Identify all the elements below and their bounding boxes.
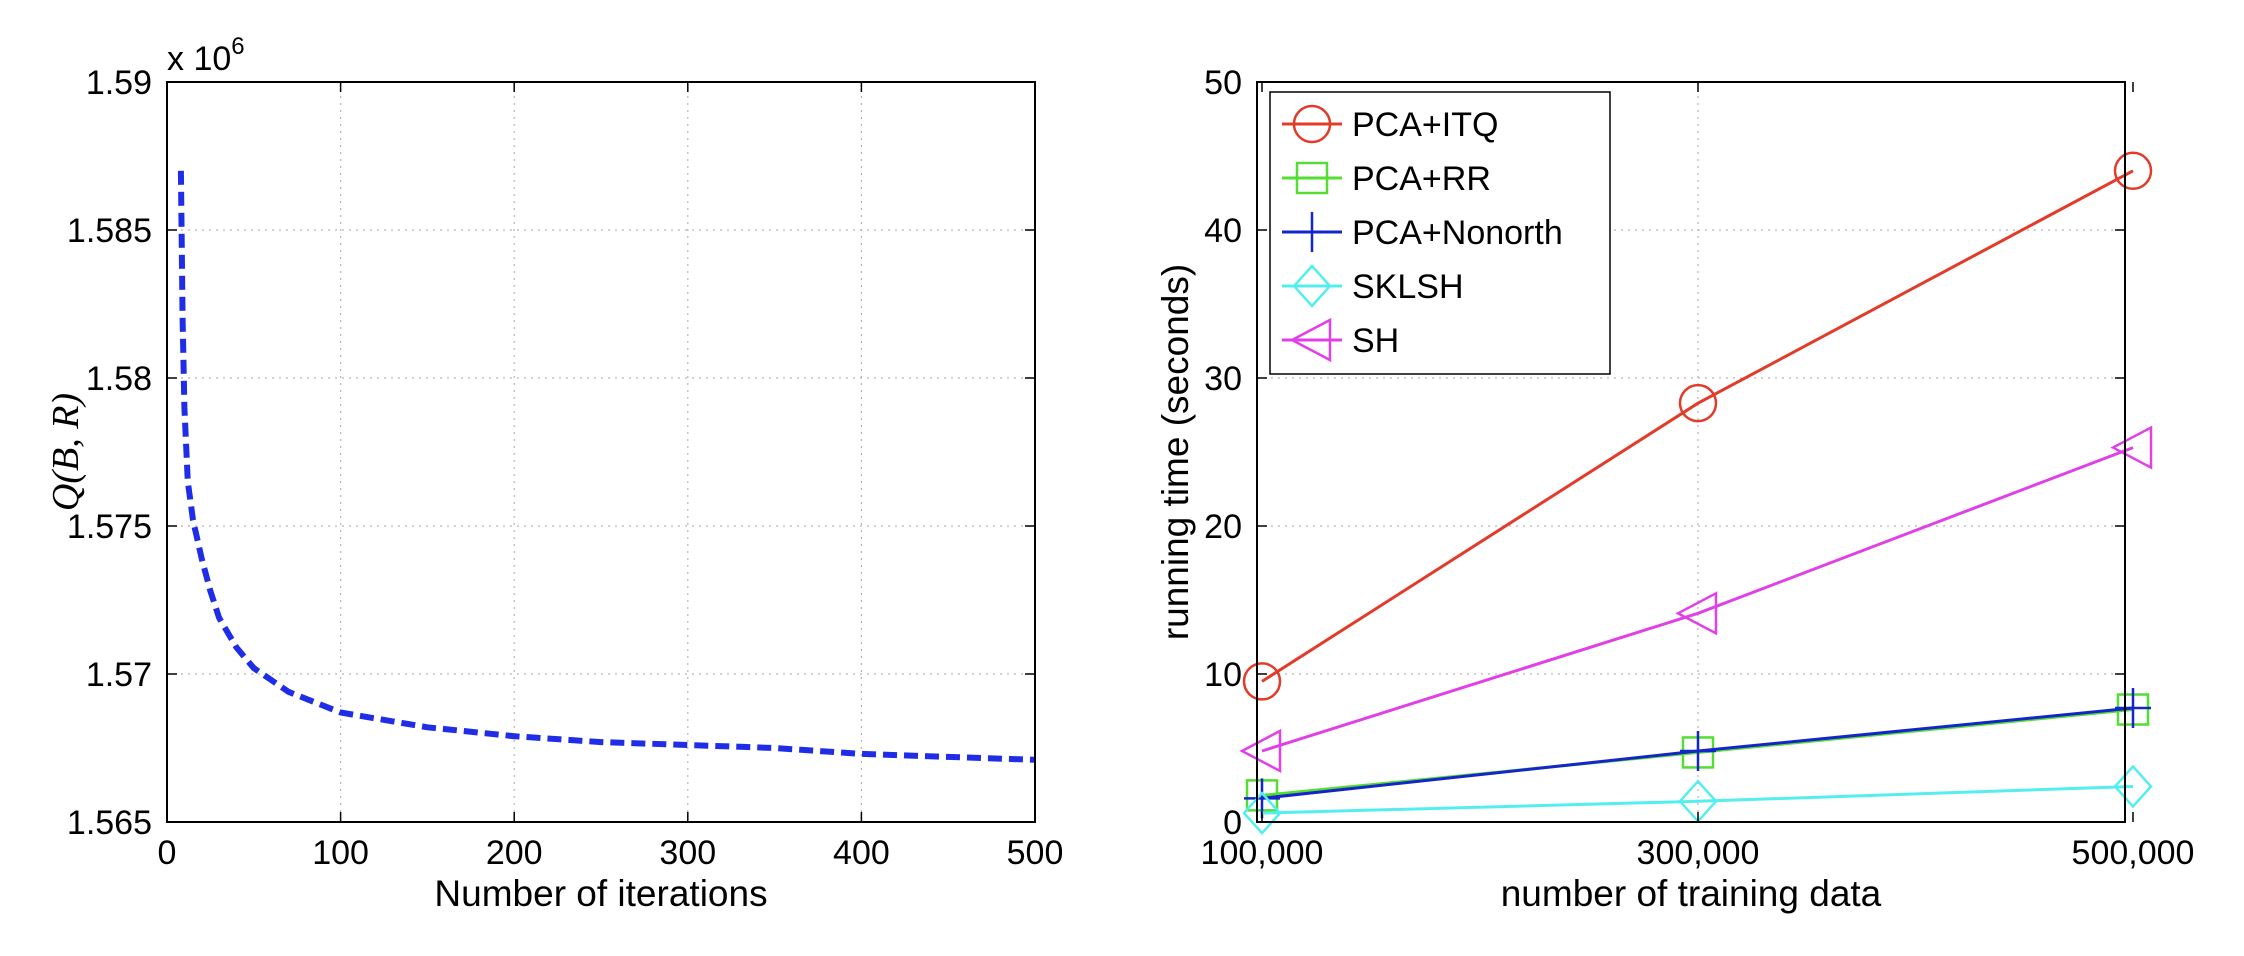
y-tick-label: 1.585 [67,212,152,250]
x-tick-label: 200 [486,834,543,872]
plot-frame [166,81,1036,823]
y-tick-label: 1.58 [86,360,152,398]
series-line-sh [1261,446,2134,753]
legend-label: PCA+RR [1352,160,1491,198]
series-sklsh [1242,764,2153,835]
x-tick-label: 500 [1007,834,1064,872]
data-point-sklsh [1242,791,1282,835]
legend-box [1269,91,1611,375]
y-tick-label: 10 [1204,656,1242,694]
objective-curve [177,170,1036,763]
y-axis-label: running time (seconds) [1155,264,1196,640]
data-point-pca-nonorth [2115,688,2151,729]
x-tick-label: 0 [158,834,177,872]
grid-lines [167,82,1035,822]
legend-marker-pca-rr [1295,161,1329,195]
legend-label: SH [1352,322,1399,360]
data-point-sh [1675,591,1718,636]
exponent-power: 6 [231,33,244,60]
series-line-sklsh [1261,785,2134,815]
legend-marker-sh [1289,317,1332,363]
legend-label: SKLSH [1352,268,1464,306]
data-series [177,170,1036,763]
data-point-sh [2110,425,2153,470]
data-point-sklsh [2113,764,2153,809]
series-pca-itq [1242,151,2153,701]
y-tick-label: 0 [1223,804,1242,842]
exponent-label: x 106 [167,33,245,78]
grid-lines [1257,82,2125,822]
y-tick-label: 1.565 [67,804,152,842]
legend-entry-sh: SH [1282,317,1399,363]
y-tick-label: 1.57 [86,656,152,694]
y-axis-label: Q(B, R) [45,393,87,511]
legend-entry-sklsh: SKLSH [1282,264,1464,308]
legend-entry-pca-nonorth: PCA+Nonorth [1282,212,1563,252]
series-sh [1239,425,2153,774]
data-point-pca-itq [2113,151,2153,191]
data-point-sh [1239,728,1282,774]
y-tick-label: 40 [1204,212,1242,250]
x-tick-label: 400 [833,834,890,872]
data-point-pca-itq [1678,383,1718,423]
legend-marker-pca-itq [1292,104,1332,144]
y-tick-label: 20 [1204,508,1242,546]
data-point-pca-nonorth [1680,730,1716,771]
series-line-pca-itq [1261,169,2134,683]
legend-entry-pca-itq: PCA+ITQ [1282,104,1498,144]
legend-label: PCA+Nonorth [1352,214,1563,252]
plot-frame [1256,81,2126,823]
x-axis-label: number of training data [1501,873,1882,914]
legend-marker-sklsh [1292,264,1332,308]
legend-marker-pca-nonorth [1294,212,1330,252]
data-series [1239,151,2153,835]
y-tick-label: 30 [1204,360,1242,398]
x-tick-label: 300 [659,834,716,872]
data-point-pca-itq [1242,662,1282,701]
legend-entry-pca-rr: PCA+RR [1282,160,1491,198]
chart-iterations: 0 100 200 300 400 500 1.565 1.57 1.575 1.58 1.585 1… [45,33,1063,914]
y-tick-label: 50 [1204,64,1242,102]
plot-area [167,82,1035,822]
x-tick-label: 100,000 [1201,834,1324,872]
y-tick-label: 1.59 [86,64,152,102]
axis-ticks: 0 100 200 300 400 500 1.565 1.57 1.575 1.58 1.585 1… [67,64,1063,872]
chart-running-time: 100,000 300,000 500,000 0 10 20 30 40 50 number … [1155,64,2194,914]
y-tick-label: 1.575 [67,508,152,546]
legend-label: PCA+ITQ [1352,106,1498,144]
x-tick-label: 300,000 [1637,834,1760,872]
x-tick-label: 100 [312,834,369,872]
legend: PCA+ITQ PCA+RR PCA+Nonorth SKLSH SH [1269,91,1611,375]
axis-ticks: 100,000 300,000 500,000 0 10 20 30 40 50 [1201,64,2195,872]
x-tick-label: 500,000 [2072,834,2195,872]
x-axis-label: Number of iterations [434,873,767,914]
series-pca-nonorth [1244,688,2151,819]
